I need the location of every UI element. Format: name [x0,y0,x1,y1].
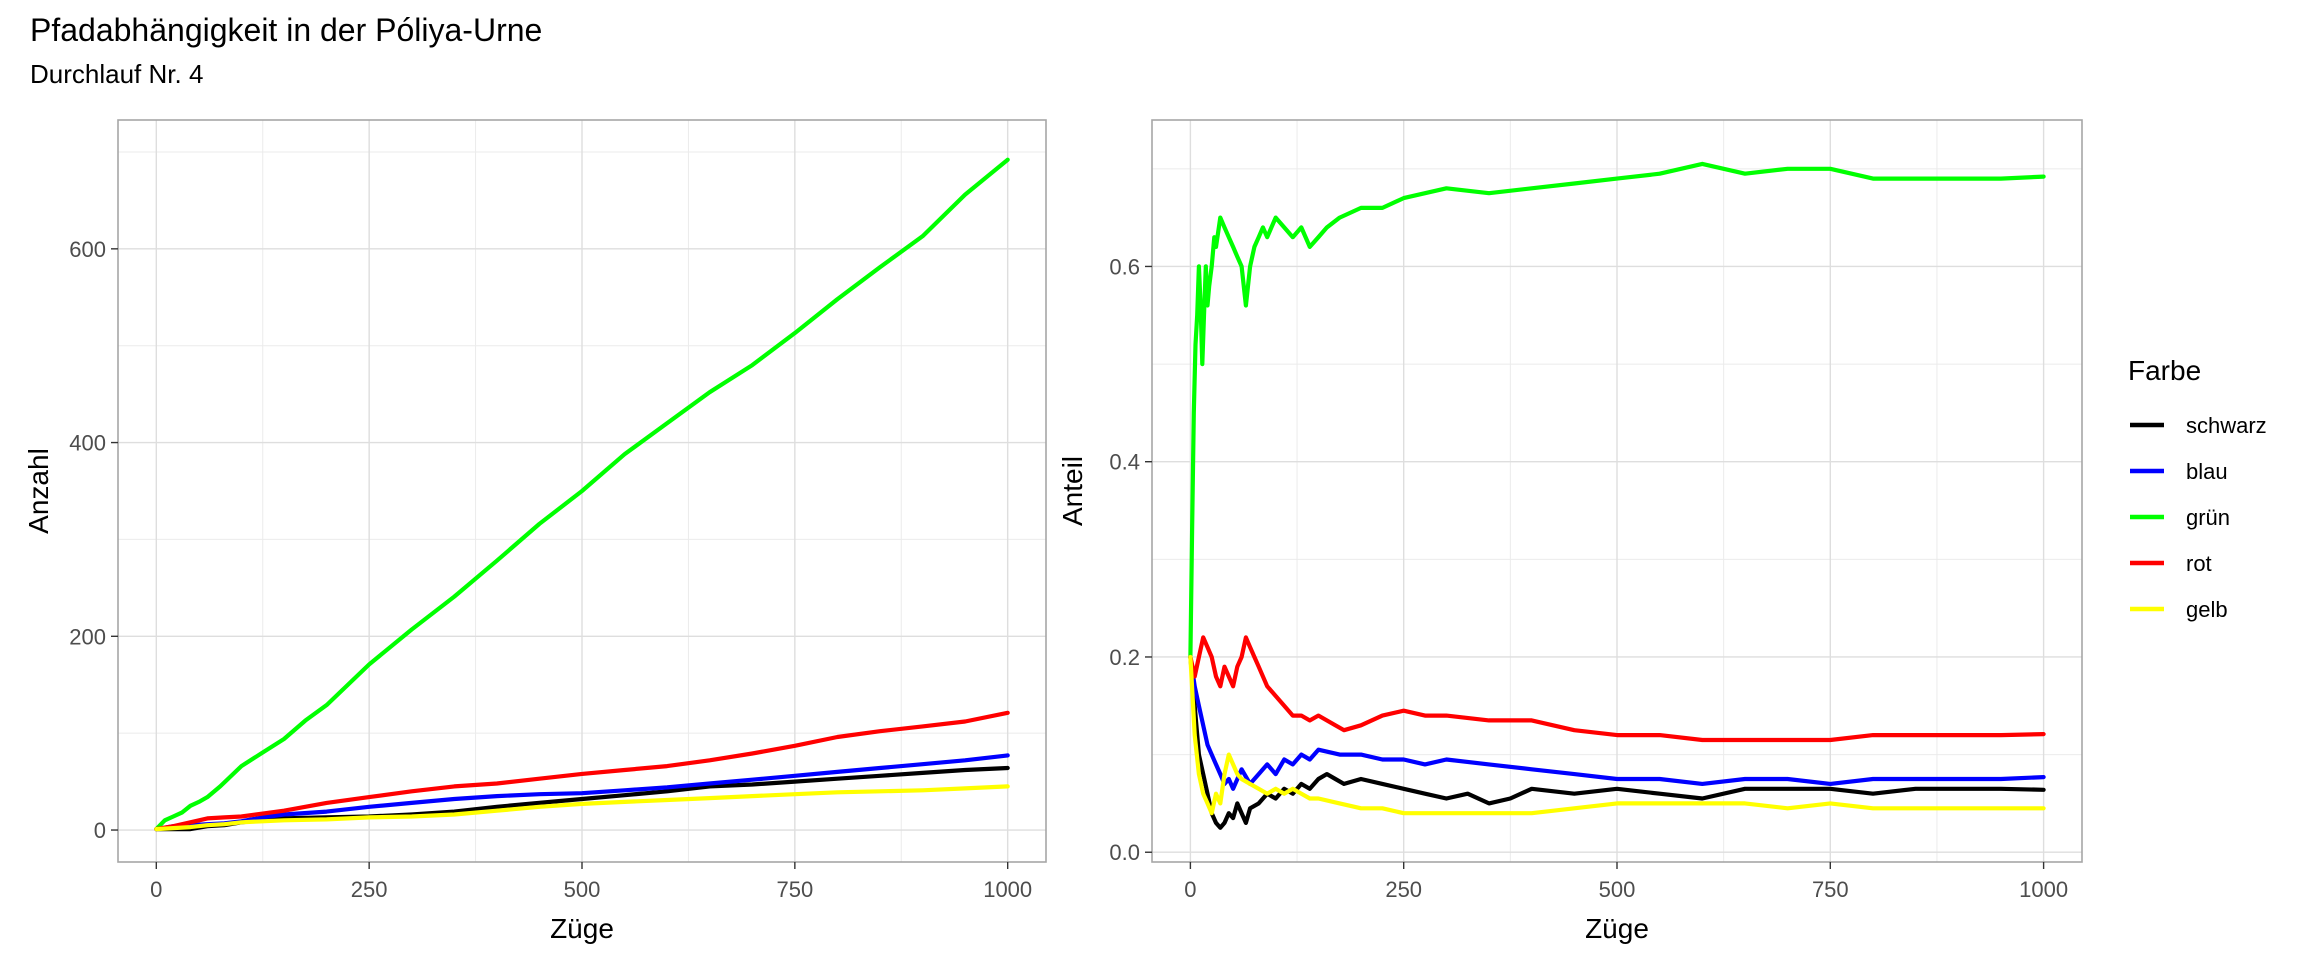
y-tick-label: 0.6 [1109,254,1140,279]
series-line-blau [1188,654,2046,791]
legend-label-rot: rot [2186,551,2212,576]
series-line-rot [1188,635,2046,743]
chart-subtitle: Durchlauf Nr. 4 [30,59,204,89]
x-tick-label: 1000 [983,877,1032,902]
x-tick-label: 0 [150,877,162,902]
x-tick-label: 1000 [2019,877,2068,902]
y-tick-label: 0 [94,818,106,843]
x-tick-label: 750 [1812,877,1849,902]
x-tick-label: 250 [351,877,388,902]
x-tick-label: 500 [1599,877,1636,902]
series-line-rot [154,710,1010,832]
x-tick-label: 250 [1385,877,1422,902]
y-tick-label: 400 [69,431,106,456]
legend-label-grün: grün [2186,505,2230,530]
y-tick-label: 600 [69,237,106,262]
series-line-grün [1188,161,2046,660]
legend: Farbe schwarz blau grün rot gelb [2128,355,2267,622]
legend-label-blau: blau [2186,459,2228,484]
x-tick-label: 0 [1184,877,1196,902]
series-line-gelb [1188,654,2046,816]
x-axis-label: Züge [550,913,614,944]
x-axis-label: Züge [1585,913,1649,944]
y-axis-label: Anzahl [23,448,54,534]
chart-title: Pfadabhängigkeit in der Póliya-Urne [30,12,543,48]
y-axis-label: Anteil [1057,456,1088,526]
y-tick-label: 0.2 [1109,645,1140,670]
legend-label-schwarz: schwarz [2186,413,2267,438]
x-tick-label: 500 [564,877,601,902]
y-tick-label: 200 [69,624,106,649]
legend-title: Farbe [2128,355,2201,386]
chart-panel-2: 0 250 500 750 1000 0.0 0.2 0.4 0.6 Züge Anteil [1057,119,2083,944]
series-line-grün [154,157,1010,832]
x-tick-label: 750 [776,877,813,902]
series-line-schwarz [1188,654,2046,830]
y-tick-label: 0.4 [1109,450,1140,475]
y-tick-label: 0.0 [1109,840,1140,865]
series-line-gelb [154,784,1010,832]
legend-label-gelb: gelb [2186,597,2228,622]
chart-panel-1: 0 250 500 750 1000 0 200 400 600 Züge Anzahl [23,119,1047,944]
